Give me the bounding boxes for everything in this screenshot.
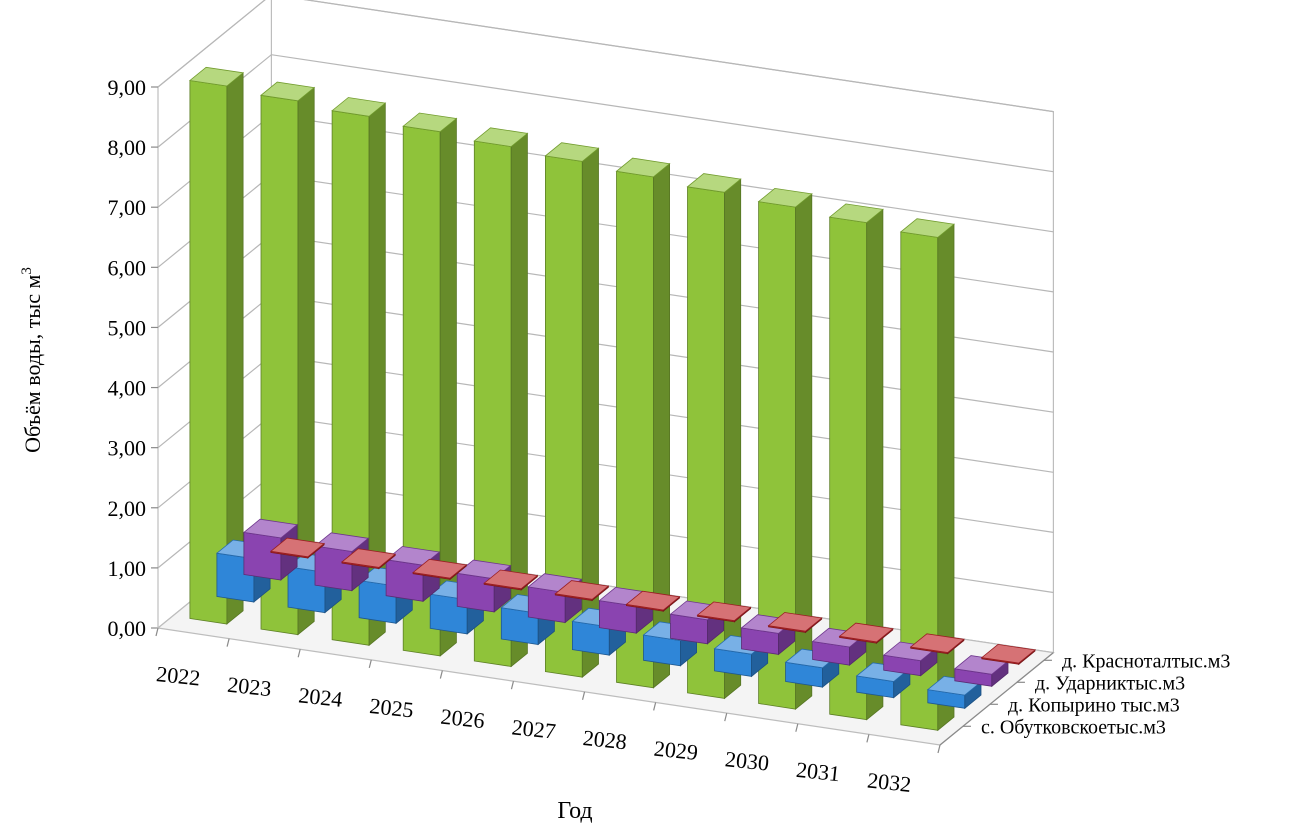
bar-2028-series-3	[615, 157, 671, 689]
x-tick	[866, 734, 870, 743]
bar-2025-series-0	[483, 569, 539, 591]
x-tick	[937, 744, 941, 754]
bar-2024-series-0	[412, 558, 468, 581]
bar-2031-series-3	[828, 203, 884, 721]
y-tick-label: 3,00	[108, 436, 147, 461]
x-tick	[155, 627, 159, 637]
x-tick	[581, 691, 586, 700]
x-tick	[795, 723, 799, 732]
bar-2032-series-3	[899, 218, 955, 732]
bar-2029-series-0	[767, 612, 823, 634]
x-tick-label: 2026	[440, 704, 486, 733]
gridline	[157, 0, 1054, 113]
x-tick-label: 2028	[582, 725, 628, 754]
x-tick-label: 2023	[226, 672, 272, 701]
x-tick-labels: 2022 2023 2024 2025 2026 2027 2028 2029 2030 2031…	[155, 661, 912, 797]
bar-2023-series-0	[341, 548, 397, 570]
x-tick-label: 2025	[368, 693, 414, 722]
series-label: с. Обутковскоетыс.м3	[981, 716, 1166, 738]
bar-2029-series-3	[686, 173, 742, 700]
series-label: д. Красноталтыс.м3	[1062, 650, 1230, 672]
bar-2032-series-0	[980, 643, 1036, 666]
bar-2026-series-0	[554, 580, 610, 602]
y-axis-label: Объём воды, тыс м3	[19, 267, 45, 453]
x-tick-label: 2024	[297, 682, 343, 711]
bar-2030-series-0	[838, 622, 894, 644]
x-tick	[226, 638, 230, 647]
x-tick	[297, 649, 301, 658]
y-tick-label: 6,00	[108, 255, 147, 280]
x-tick	[510, 681, 515, 690]
series-label: д. Ударниктыс.м3	[1035, 672, 1185, 694]
y-tick-label: 1,00	[108, 556, 147, 581]
bar-2026-series-3	[473, 127, 529, 668]
bar-2028-series-0	[696, 601, 752, 623]
bar-2023-series-3	[260, 81, 316, 636]
y-tick-label: 2,00	[108, 496, 147, 521]
x-tick-label: 2029	[653, 736, 699, 765]
y-tick-label: 5,00	[108, 315, 147, 340]
x-tick	[724, 712, 728, 722]
bar-2027-series-0	[625, 590, 681, 613]
y-tick-label: 8,00	[108, 135, 147, 160]
y-tick-label: 7,00	[108, 195, 147, 220]
y-tick-label: 4,00	[108, 376, 147, 401]
bar-2031-series-0	[909, 633, 965, 655]
series-depth-labels: д. Красноталтыс.м3д. Ударниктыс.м3д. Коп…	[981, 650, 1230, 738]
x-tick-label: 2030	[724, 746, 770, 775]
x-tick-label: 2031	[795, 757, 841, 786]
x-tick-label: 2032	[866, 767, 912, 796]
bars	[188, 66, 1036, 732]
depth-axis	[939, 652, 1054, 746]
x-tick	[439, 670, 443, 679]
x-tick-label: 2027	[511, 714, 557, 743]
y-tick-label: 0,00	[108, 616, 147, 641]
bar-2024-series-3	[331, 97, 387, 647]
y-tick-label: 9,00	[108, 75, 147, 100]
x-tick	[653, 702, 657, 711]
bar-2025-series-3	[402, 112, 458, 657]
bar-2022-series-3	[188, 66, 245, 625]
bar-2027-series-3	[544, 142, 600, 679]
bar-2030-series-3	[757, 187, 813, 710]
bar-2022-series-0	[269, 537, 326, 559]
y-tick-labels: 0,00 1,00 2,00 3,00 4,00 5,00 6,00 7,00 8,00 9,00	[108, 75, 147, 641]
series-label: д. Копырино тыс.м3	[1008, 694, 1180, 716]
x-axis-label: Год	[557, 798, 592, 824]
x-tick-label: 2022	[155, 661, 201, 690]
x-tick	[368, 659, 372, 669]
